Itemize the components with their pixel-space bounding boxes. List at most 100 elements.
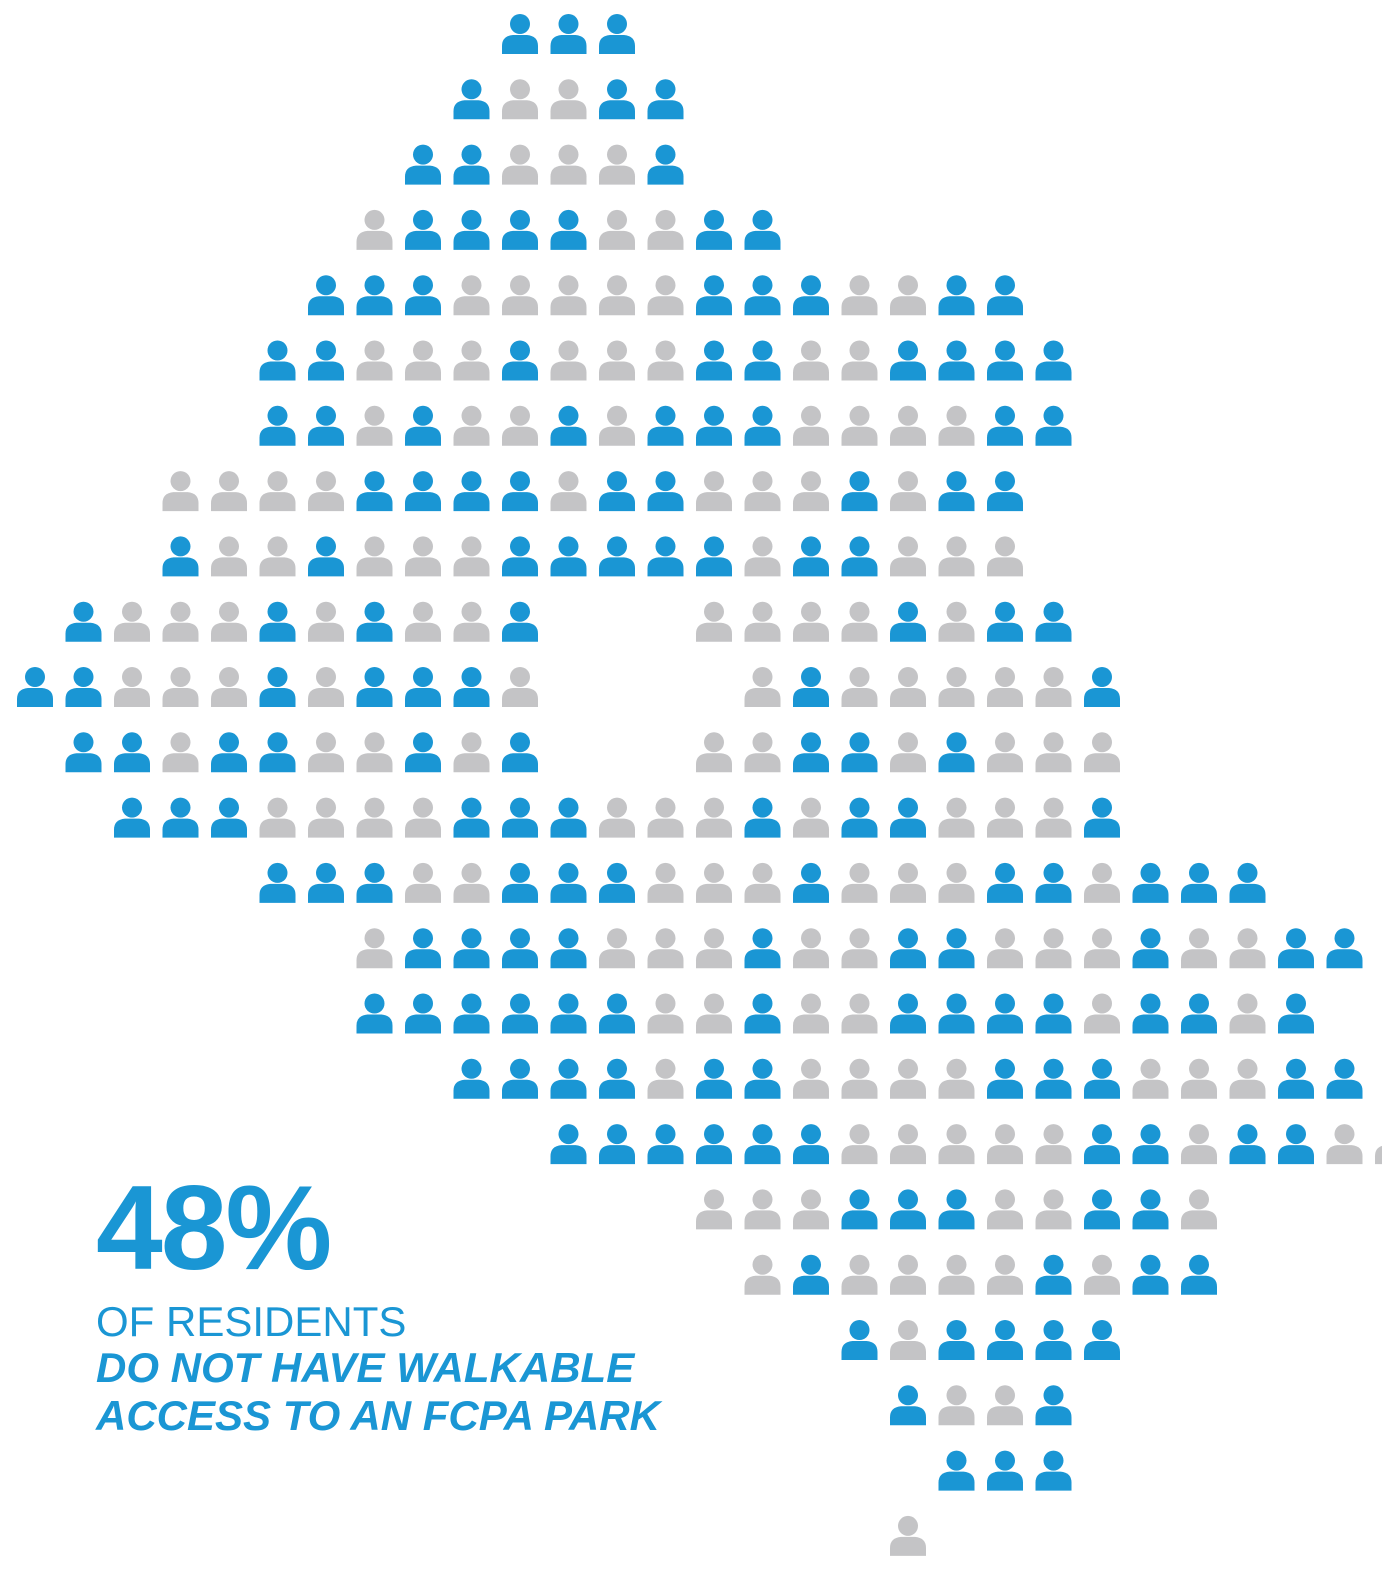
stat-percentage: 48%: [96, 1161, 332, 1295]
person-icon-blue: [405, 209, 441, 250]
person-icon-gray: [987, 1385, 1023, 1426]
person-icon-gray: [890, 1058, 926, 1099]
person-icon-blue: [987, 340, 1023, 381]
person-icon-gray: [744, 862, 781, 903]
person-icon-blue: [502, 862, 538, 903]
person-icon-blue: [1229, 862, 1266, 903]
person-icon-gray: [647, 275, 684, 316]
person-icon-gray: [599, 340, 635, 381]
person-icon-blue: [259, 732, 296, 773]
person-icon-blue: [550, 862, 587, 903]
person-icon-gray: [841, 862, 878, 903]
person-icon-gray: [550, 79, 587, 120]
person-icon-gray: [744, 732, 781, 773]
person-icon-gray: [1375, 1145, 1382, 1165]
person-icon-gray: [356, 536, 393, 577]
person-icon-blue: [1181, 993, 1217, 1034]
person-icon-blue: [453, 79, 490, 120]
person-icon-blue: [502, 14, 538, 54]
person-icon-gray: [696, 928, 732, 969]
person-icon-gray: [890, 862, 926, 903]
person-icon-blue: [841, 1189, 878, 1230]
person-icon-blue: [453, 471, 490, 512]
person-icon-gray: [1326, 1124, 1363, 1165]
person-icon-gray: [114, 667, 150, 707]
person-icon-blue: [744, 1058, 781, 1099]
person-icon-gray: [405, 601, 441, 642]
person-icon-blue: [550, 405, 587, 446]
person-icon-blue: [1035, 340, 1072, 381]
person-icon-blue: [1278, 1058, 1314, 1099]
person-icon-gray: [938, 1385, 975, 1426]
person-icon-blue: [356, 862, 393, 903]
person-icon-gray: [405, 862, 441, 903]
person-icon-gray: [938, 1124, 975, 1165]
person-icon-blue: [259, 862, 296, 903]
person-icon-gray: [502, 79, 538, 120]
person-icon-blue: [65, 601, 102, 642]
person-icon-blue: [1035, 1385, 1072, 1426]
person-icon-gray: [308, 471, 344, 512]
person-icon-blue: [793, 667, 829, 707]
person-icon-gray: [1035, 1189, 1072, 1230]
person-icon-blue: [550, 209, 587, 250]
person-icon-blue: [1035, 405, 1072, 446]
person-icon-blue: [987, 471, 1023, 512]
person-icon-gray: [938, 536, 975, 577]
person-icon-gray: [744, 601, 781, 642]
person-icon-gray: [890, 471, 926, 512]
person-icon-gray: [211, 471, 247, 512]
person-icon-blue: [744, 275, 781, 316]
person-icon-gray: [453, 601, 490, 642]
person-icon-gray: [162, 667, 199, 707]
person-icon-blue: [550, 928, 587, 969]
person-icon-blue: [696, 340, 732, 381]
person-icon-gray: [744, 667, 781, 707]
person-icon-blue: [1278, 1124, 1314, 1165]
stat-caption-line2: DO NOT HAVE WALKABLE: [96, 1344, 635, 1392]
person-icon-blue: [356, 601, 393, 642]
person-icon-gray: [987, 536, 1023, 577]
person-icon-blue: [308, 862, 344, 903]
person-icon-blue: [696, 275, 732, 316]
person-icon-blue: [502, 536, 538, 577]
person-icon-blue: [405, 405, 441, 446]
person-icon-blue: [453, 993, 490, 1034]
person-icon-gray: [453, 536, 490, 577]
person-icon-gray: [793, 928, 829, 969]
person-icon-gray: [793, 1189, 829, 1230]
person-icon-gray: [162, 601, 199, 642]
person-icon-gray: [502, 144, 538, 185]
person-icon-blue: [841, 1320, 878, 1360]
person-icon-gray: [308, 732, 344, 773]
person-icon-blue: [502, 340, 538, 381]
person-icon-blue: [890, 601, 926, 642]
person-icon-blue: [356, 471, 393, 512]
person-icon-blue: [65, 667, 102, 707]
person-icon-gray: [890, 667, 926, 707]
person-icon-gray: [356, 732, 393, 773]
person-icon-blue: [890, 797, 926, 838]
person-icon-blue: [841, 797, 878, 838]
person-icon-gray: [599, 275, 635, 316]
person-icon-gray: [453, 340, 490, 381]
person-icon-gray: [356, 928, 393, 969]
person-icon-blue: [696, 1124, 732, 1165]
person-icon-blue: [356, 275, 393, 316]
person-icon-gray: [502, 667, 538, 707]
person-icon-gray: [793, 1058, 829, 1099]
person-icon-gray: [308, 601, 344, 642]
person-icon-blue: [987, 1058, 1023, 1099]
person-icon-gray: [696, 471, 732, 512]
person-icon-gray: [453, 862, 490, 903]
person-icon-gray: [987, 1254, 1023, 1295]
person-icon-blue: [162, 797, 199, 838]
person-icon-blue: [744, 1124, 781, 1165]
person-icon-blue: [1132, 928, 1169, 969]
person-icon-blue: [1084, 1320, 1120, 1360]
person-icon-blue: [502, 1058, 538, 1099]
person-icon-blue: [987, 1450, 1023, 1491]
person-icon-gray: [1229, 1058, 1266, 1099]
person-icon-gray: [356, 209, 393, 250]
